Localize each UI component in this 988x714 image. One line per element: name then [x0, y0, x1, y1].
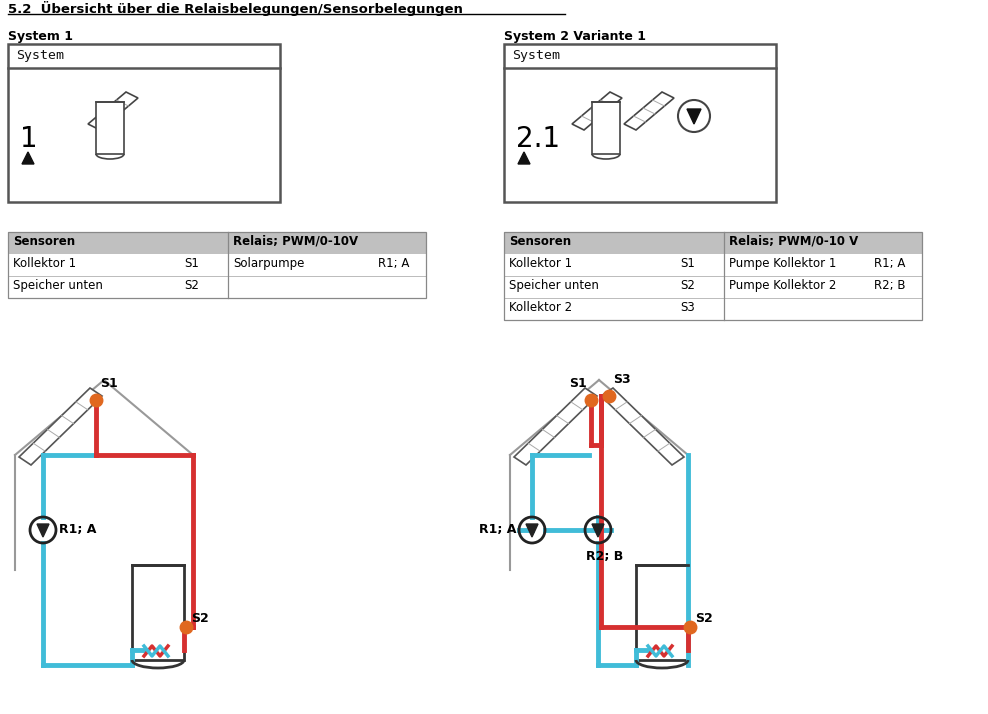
- Bar: [504, 232, 724, 254]
- Polygon shape: [624, 92, 674, 130]
- Text: S3: S3: [613, 373, 630, 386]
- Text: Speicher unten: Speicher unten: [13, 279, 103, 292]
- Text: Pumpe Kollektor 2: Pumpe Kollektor 2: [729, 279, 837, 292]
- Text: 5.2  Übersicht über die Relaisbelegungen/Sensorbelegungen: 5.2 Übersicht über die Relaisbelegungen/…: [8, 1, 462, 16]
- Text: Kollektor 1: Kollektor 1: [13, 257, 76, 270]
- Text: S3: S3: [680, 301, 695, 314]
- Text: Kollektor 1: Kollektor 1: [509, 257, 572, 270]
- Text: System: System: [512, 49, 560, 62]
- Bar: [636, 565, 688, 660]
- Polygon shape: [601, 388, 684, 465]
- Text: Pumpe Kollektor 1: Pumpe Kollektor 1: [729, 257, 837, 270]
- Text: S2: S2: [184, 279, 199, 292]
- Bar: [132, 565, 184, 660]
- Text: Relais; PWM/0-10V: Relais; PWM/0-10V: [233, 235, 358, 248]
- Text: R1; A: R1; A: [59, 523, 97, 536]
- Text: S1: S1: [184, 257, 199, 270]
- Polygon shape: [22, 152, 34, 164]
- Bar: [8, 44, 280, 202]
- Text: S2: S2: [680, 279, 695, 292]
- Polygon shape: [518, 152, 530, 164]
- Text: R1; A: R1; A: [478, 523, 516, 536]
- Bar: [724, 232, 922, 254]
- Polygon shape: [88, 92, 138, 130]
- Text: System 2 Variante 1: System 2 Variante 1: [504, 30, 646, 43]
- Text: R1; A: R1; A: [378, 257, 409, 270]
- Text: R2; B: R2; B: [586, 550, 623, 563]
- Polygon shape: [19, 388, 102, 465]
- Text: 2.1: 2.1: [516, 125, 560, 153]
- Bar: [8, 232, 426, 298]
- Text: R1; A: R1; A: [874, 257, 905, 270]
- Text: Kollektor 2: Kollektor 2: [509, 301, 572, 314]
- Polygon shape: [514, 388, 597, 465]
- Polygon shape: [687, 109, 701, 124]
- Text: Sensoren: Sensoren: [13, 235, 75, 248]
- Bar: [592, 102, 620, 154]
- Bar: [8, 232, 228, 254]
- Text: Sensoren: Sensoren: [509, 235, 571, 248]
- Text: Solarpumpe: Solarpumpe: [233, 257, 304, 270]
- Text: S1: S1: [569, 377, 587, 390]
- Bar: [504, 44, 776, 202]
- Text: S2: S2: [695, 612, 712, 625]
- Text: S2: S2: [191, 612, 208, 625]
- Text: Relais; PWM/0-10 V: Relais; PWM/0-10 V: [729, 235, 859, 248]
- Text: 1: 1: [20, 125, 38, 153]
- Bar: [96, 102, 124, 154]
- Bar: [504, 232, 922, 320]
- Polygon shape: [37, 524, 49, 537]
- Polygon shape: [526, 524, 538, 537]
- Text: R2; B: R2; B: [874, 279, 905, 292]
- Polygon shape: [592, 524, 604, 537]
- Text: Speicher unten: Speicher unten: [509, 279, 599, 292]
- Text: S1: S1: [100, 377, 118, 390]
- Text: System 1: System 1: [8, 30, 73, 43]
- Bar: [228, 232, 426, 254]
- Text: System: System: [16, 49, 64, 62]
- Polygon shape: [572, 92, 622, 130]
- Text: S1: S1: [680, 257, 695, 270]
